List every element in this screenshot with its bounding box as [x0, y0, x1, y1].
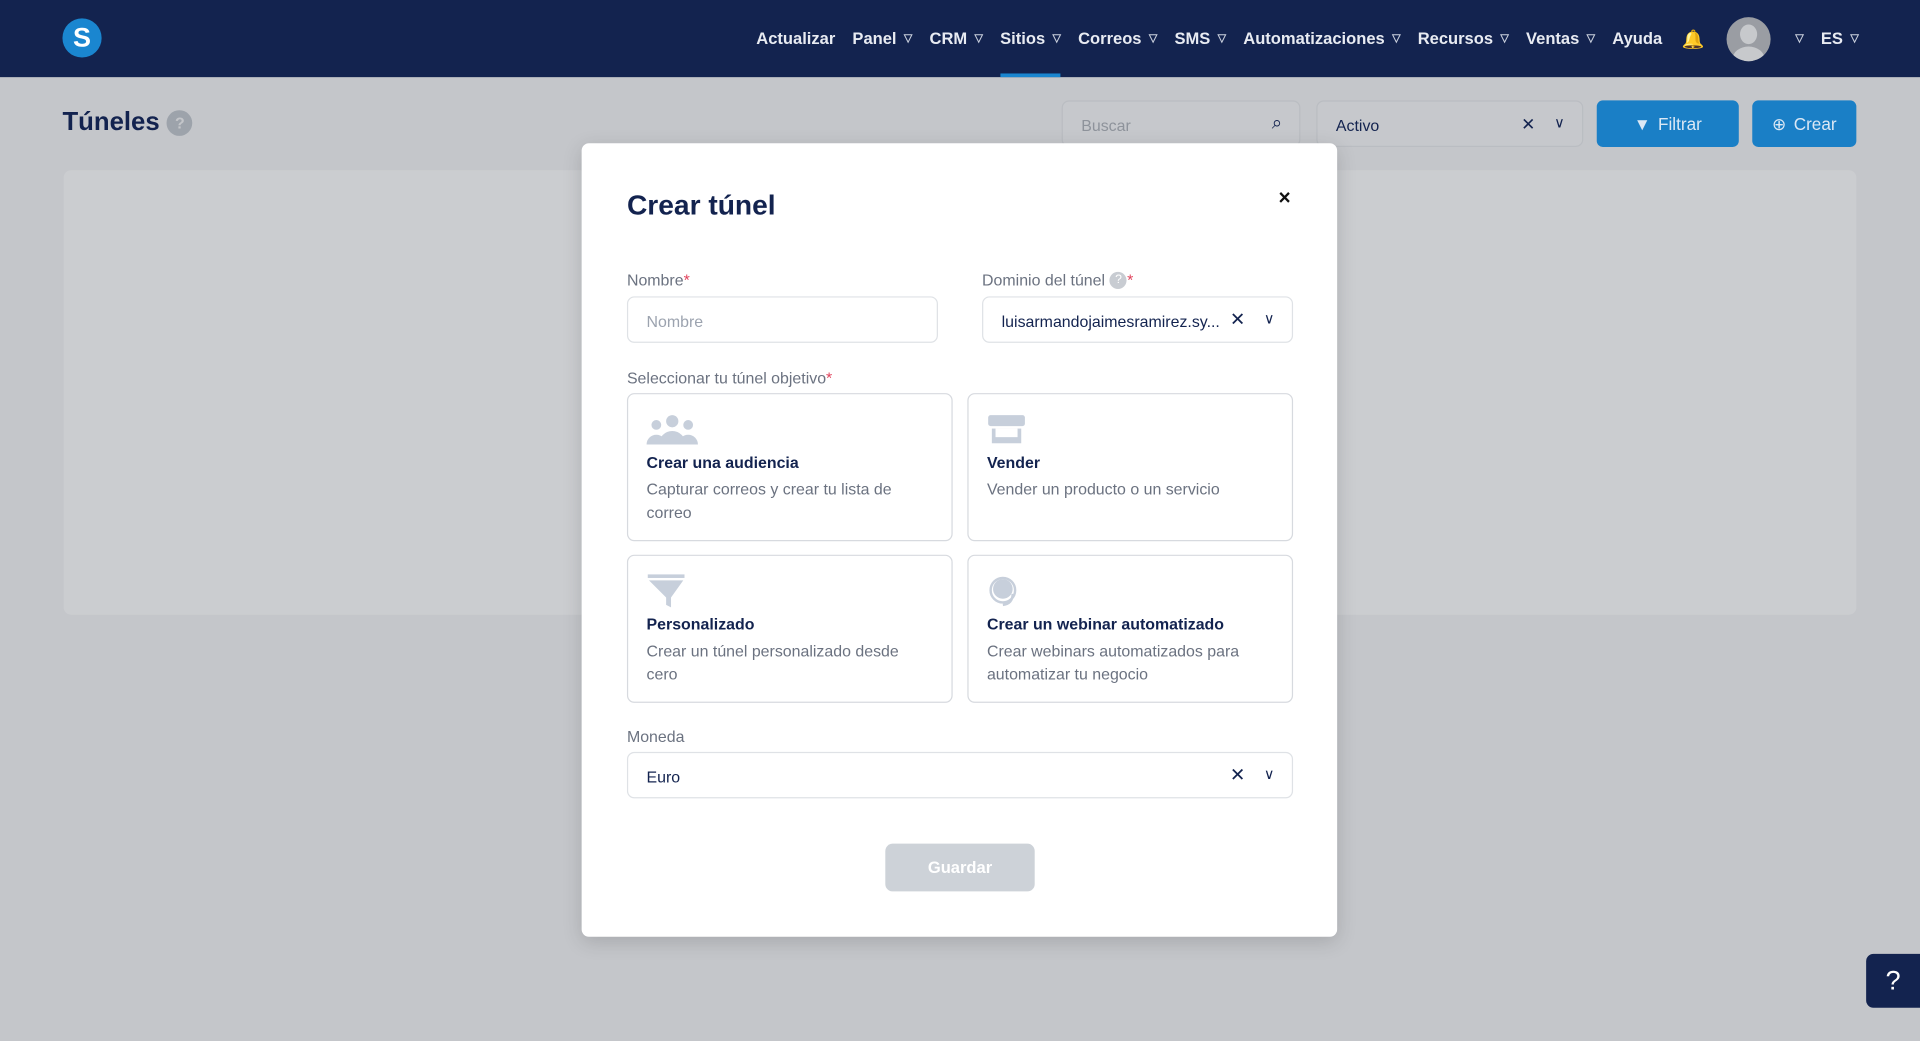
avatar[interactable]: [1726, 16, 1771, 61]
page-title: Túneles?: [62, 108, 193, 137]
search-input[interactable]: Buscar ⌕: [1061, 100, 1301, 147]
nav-item-ayuda[interactable]: Ayuda: [1612, 29, 1663, 48]
option-audience[interactable]: Crear una audiencia Capturar correos y c…: [626, 393, 953, 542]
help-icon[interactable]: ?: [1109, 271, 1128, 289]
chevron-down-icon[interactable]: ∨: [1263, 765, 1275, 783]
modal-title: Crear túnel: [626, 188, 776, 221]
chevron-down-icon: ▽: [1586, 31, 1596, 45]
chevron-down-icon: ▽: [974, 31, 983, 45]
nav-item-recursos[interactable]: Recursos ▽: [1417, 29, 1509, 48]
create-funnel-modal: Crear túnel × Nombre* Nombre Dominio del…: [581, 143, 1338, 937]
bell-icon[interactable]: 🔔: [1681, 28, 1705, 50]
webinar-headset-icon: [989, 576, 1017, 607]
main-menu: Actualizar Panel ▽ CRM ▽ Sitios ▽ Correos ▽ SMS ▽ A…: [739, 0, 1859, 78]
name-input[interactable]: Nombre: [626, 296, 938, 343]
nav-item-automatizaciones[interactable]: Automatizaciones ▽: [1243, 29, 1401, 48]
help-icon[interactable]: ?: [166, 109, 193, 136]
nav-item-actualizar[interactable]: Actualizar: [756, 29, 836, 48]
chevron-down-icon: ▽: [1392, 31, 1401, 45]
domain-select[interactable]: luisarmandojaimesramirez.sy... ✕ ∨: [982, 296, 1294, 343]
chevron-down-icon: ▽: [1217, 31, 1227, 45]
status-select[interactable]: Activo ✕ ∨: [1316, 100, 1584, 147]
create-button[interactable]: ⊕ Crear: [1752, 100, 1857, 147]
clear-icon[interactable]: ✕: [1229, 309, 1246, 331]
language-selector[interactable]: ES ▽: [1820, 29, 1859, 48]
option-custom[interactable]: Personalizado Crear un túnel personaliza…: [626, 554, 953, 703]
nav-item-ventas[interactable]: Ventas ▽: [1526, 29, 1596, 48]
option-sell[interactable]: Vender Vender un producto o un servicio: [967, 393, 1294, 542]
top-navbar: S Actualizar Panel ▽ CRM ▽ Sitios ▽ Correos ▽ SMS…: [0, 0, 1920, 78]
chevron-down-icon: ▽: [1052, 31, 1061, 45]
chevron-down-icon: ▽: [1500, 31, 1509, 45]
plus-circle-icon: ⊕: [1772, 113, 1787, 133]
nav-item-correos[interactable]: Correos ▽: [1078, 29, 1158, 48]
chevron-down-icon[interactable]: ∨: [1554, 113, 1565, 132]
currency-label: Moneda: [626, 727, 685, 746]
chevron-down-icon: ▽: [1850, 31, 1859, 45]
search-icon[interactable]: ⌕: [1271, 112, 1283, 134]
filter-icon: ▼: [1633, 113, 1651, 134]
avatar-dropdown[interactable]: ▽: [1795, 31, 1804, 45]
domain-label: Dominio del túnel? *: [982, 270, 1134, 289]
option-webinar[interactable]: Crear un webinar automatizado Crear webi…: [967, 554, 1294, 703]
name-label: Nombre*: [626, 270, 690, 289]
chevron-down-icon[interactable]: ∨: [1263, 309, 1275, 327]
nav-item-sms[interactable]: SMS ▽: [1174, 29, 1227, 48]
store-icon: [988, 415, 1025, 444]
currency-select[interactable]: Euro ✕ ∨: [626, 751, 1294, 799]
chevron-down-icon: ▽: [1148, 31, 1158, 45]
clear-icon[interactable]: ✕: [1229, 765, 1246, 787]
funnel-icon: [647, 574, 685, 608]
chevron-down-icon: ▽: [903, 31, 913, 45]
goal-label: Seleccionar tu túnel objetivo*: [626, 368, 833, 387]
clear-icon[interactable]: ✕: [1521, 113, 1536, 134]
close-icon[interactable]: ×: [1278, 186, 1291, 210]
filter-button[interactable]: ▼ Filtrar: [1596, 100, 1739, 147]
save-button[interactable]: Guardar: [885, 843, 1035, 892]
nav-item-sitios[interactable]: Sitios ▽: [1000, 0, 1061, 78]
nav-item-crm[interactable]: CRM ▽: [929, 29, 983, 48]
logo[interactable]: S: [62, 18, 102, 58]
nav-item-panel[interactable]: Panel ▽: [852, 29, 913, 48]
help-widget-button[interactable]: ?: [1866, 953, 1920, 1008]
audience-icon: [646, 415, 698, 445]
